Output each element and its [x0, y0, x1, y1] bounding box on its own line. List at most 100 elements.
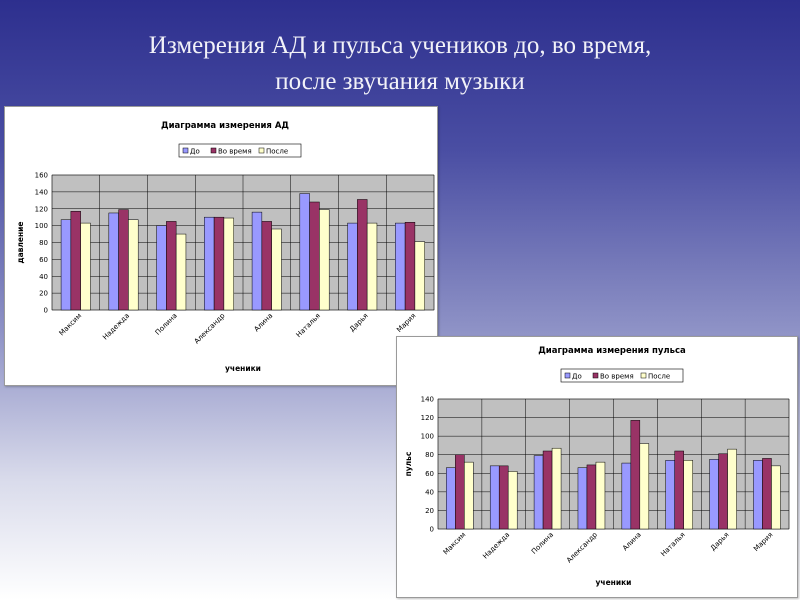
- pulse-chart-svg: Диаграмма измерения пульса До Во время Посл…: [404, 346, 790, 587]
- chart1-bar-Наталья-1: [299, 193, 310, 311]
- chart1-bar-Мария-3: [414, 241, 425, 311]
- chart1-legend-label-3: После: [266, 148, 288, 156]
- chart1-bar-Александр-2: [213, 216, 225, 311]
- chart1-x-tick-label: Мария: [395, 312, 417, 334]
- chart1-y-tick-label: 60: [39, 256, 48, 264]
- chart1-x-tick-label: Дарья: [348, 312, 370, 334]
- chart2-x-axis-title: ученики: [596, 578, 632, 587]
- chart1-title: Диаграмма измерения АД: [161, 121, 289, 131]
- chart2-legend-label-2: Во время: [600, 373, 634, 381]
- chart1-bar-Надежда-1: [108, 212, 119, 311]
- chart1-x-tick-label: Наталья: [295, 312, 322, 339]
- chart2-bar-Мария-2: [762, 458, 772, 530]
- chart1-y-tick-label: 0: [44, 307, 48, 315]
- chart2-x-tick-label: Надежда: [481, 531, 511, 561]
- chart1-bar-Мария-1: [395, 222, 406, 311]
- chart1-bar-Мария-2: [404, 222, 416, 311]
- chart2-bar-Алина-1: [621, 462, 632, 530]
- chart1-bar-Алина-3: [271, 228, 282, 311]
- chart1-bar-Максим-3: [80, 222, 91, 311]
- chart2-bar-Мария-3: [771, 465, 781, 530]
- chart2-bar-Максим-3: [464, 461, 474, 530]
- chart1-legend: До Во время После: [178, 143, 302, 158]
- chart2-legend-swatch-2: [592, 372, 599, 379]
- chart2-bar-Максим-1: [446, 467, 456, 530]
- chart1-bar-Александр-1: [204, 216, 215, 311]
- chart2-bar-Александр-2: [586, 464, 597, 530]
- chart2-x-tick-label: Полина: [530, 531, 555, 556]
- chart1-bar-Надежда-3: [128, 219, 139, 311]
- chart2-x-tick-label: Алина: [621, 531, 643, 553]
- chart2-x-tick-label: Дарья: [709, 531, 731, 553]
- chart2-x-tick-label: Наталья: [659, 531, 686, 558]
- chart1-y-tick-label: 100: [35, 222, 48, 230]
- chart1-bar-Дарья-3: [366, 222, 378, 311]
- chart2-y-tick-label: 100: [421, 433, 434, 441]
- chart2-title: Диаграмма измерения пульса: [538, 346, 686, 356]
- chart2-bar-Полина-1: [533, 455, 544, 530]
- chart1-bar-Алина-1: [251, 211, 263, 311]
- blood-pressure-chart-svg: Диаграмма измерения АД До Во время После 0 20…: [16, 121, 435, 373]
- chart1-y-tick-label: 140: [35, 188, 48, 196]
- chart1-y-tick-label: 40: [39, 273, 48, 281]
- chart2-legend: До Во время После: [560, 368, 684, 383]
- chart2-y-tick-label: 60: [425, 470, 434, 478]
- chart2-legend-swatch-3: [640, 372, 647, 379]
- slide-title-line-2: после звучания музыки: [275, 68, 525, 95]
- pulse-chart: Диаграмма измерения пульса До Во время Посл…: [396, 336, 798, 598]
- chart1-bar-Максим-1: [60, 219, 72, 311]
- chart1-x-axis-title: ученики: [225, 364, 261, 373]
- chart1-x-tick-label: Надежда: [101, 312, 131, 342]
- chart2-y-tick-label: 40: [425, 488, 434, 496]
- chart2-bar-Алина-3: [639, 443, 650, 530]
- slide-title-line-1: Измерения АД и пульса учеников до, во вр…: [148, 32, 652, 59]
- chart2-bar-Полина-2: [542, 450, 553, 530]
- blood-pressure-chart: Диаграмма измерения АД До Во время После 0 20…: [4, 106, 438, 386]
- chart2-legend-label-1: До: [572, 373, 582, 381]
- chart2-bar-Надежда-3: [507, 471, 518, 530]
- chart1-bar-Полина-2: [166, 221, 177, 311]
- chart1-bar-Надежда-2: [118, 209, 129, 311]
- chart1-bar-Наталья-2: [309, 201, 320, 311]
- chart2-bar-Полина-3: [551, 447, 562, 530]
- chart1-y-tick-label: 120: [35, 205, 48, 213]
- chart1-bar-Наталья-3: [319, 209, 330, 311]
- chart2-bar-Надежда-2: [498, 465, 509, 530]
- chart2-bar-Александр-3: [595, 461, 606, 530]
- chart1-bar-Полина-3: [175, 233, 187, 311]
- chart2-legend-label-3: После: [648, 373, 670, 381]
- chart2-y-tick-label: 20: [425, 507, 434, 515]
- chart2-bar-Алина-2: [630, 420, 641, 530]
- chart2-bar-Александр-1: [577, 467, 588, 530]
- chart2-x-tick-label: Мария: [752, 531, 774, 553]
- chart2-bar-Дарья-2: [718, 453, 728, 530]
- chart2-bar-Максим-2: [455, 454, 465, 530]
- chart2-bar-Надежда-1: [489, 465, 500, 530]
- chart1-x-tick-label: Алина: [253, 312, 275, 334]
- chart2-y-tick-label: 0: [430, 526, 434, 534]
- chart1-y-tick-label: 20: [39, 290, 48, 298]
- chart2-bar-Наталья-3: [683, 460, 693, 530]
- slide-title: Измерения АД и пульса учеников до, во вр…: [40, 28, 760, 100]
- chart1-bar-Максим-2: [70, 211, 81, 311]
- chart1-y-tick-label: 80: [39, 239, 48, 247]
- chart1-legend-label-2: Во время: [218, 148, 252, 156]
- chart1-y-tick-label: 160: [35, 172, 48, 180]
- chart1-x-tick-label: Полина: [154, 312, 179, 337]
- chart2-y-tick-label: 140: [421, 396, 434, 404]
- chart1-bar-Дарья-2: [357, 199, 368, 311]
- chart2-bar-Наталья-1: [665, 460, 675, 530]
- chart1-bar-Полина-1: [156, 225, 167, 311]
- chart2-x-tick-label: Максим: [442, 531, 468, 557]
- chart2-bar-Дарья-3: [727, 448, 737, 530]
- chart2-bar-Наталья-2: [674, 450, 684, 530]
- chart1-bar-Александр-3: [223, 217, 234, 311]
- chart1-bar-Дарья-1: [347, 222, 358, 311]
- chart2-bar-Мария-1: [753, 460, 763, 530]
- chart1-bar-Алина-2: [261, 221, 272, 311]
- chart2-y-tick-label: 120: [421, 414, 434, 422]
- chart1-x-tick-label: Александр: [193, 311, 227, 345]
- chart1-legend-swatch-2: [210, 147, 217, 154]
- chart2-y-axis-title: пульс: [404, 452, 413, 477]
- chart1-x-tick-label: Максим: [58, 312, 84, 338]
